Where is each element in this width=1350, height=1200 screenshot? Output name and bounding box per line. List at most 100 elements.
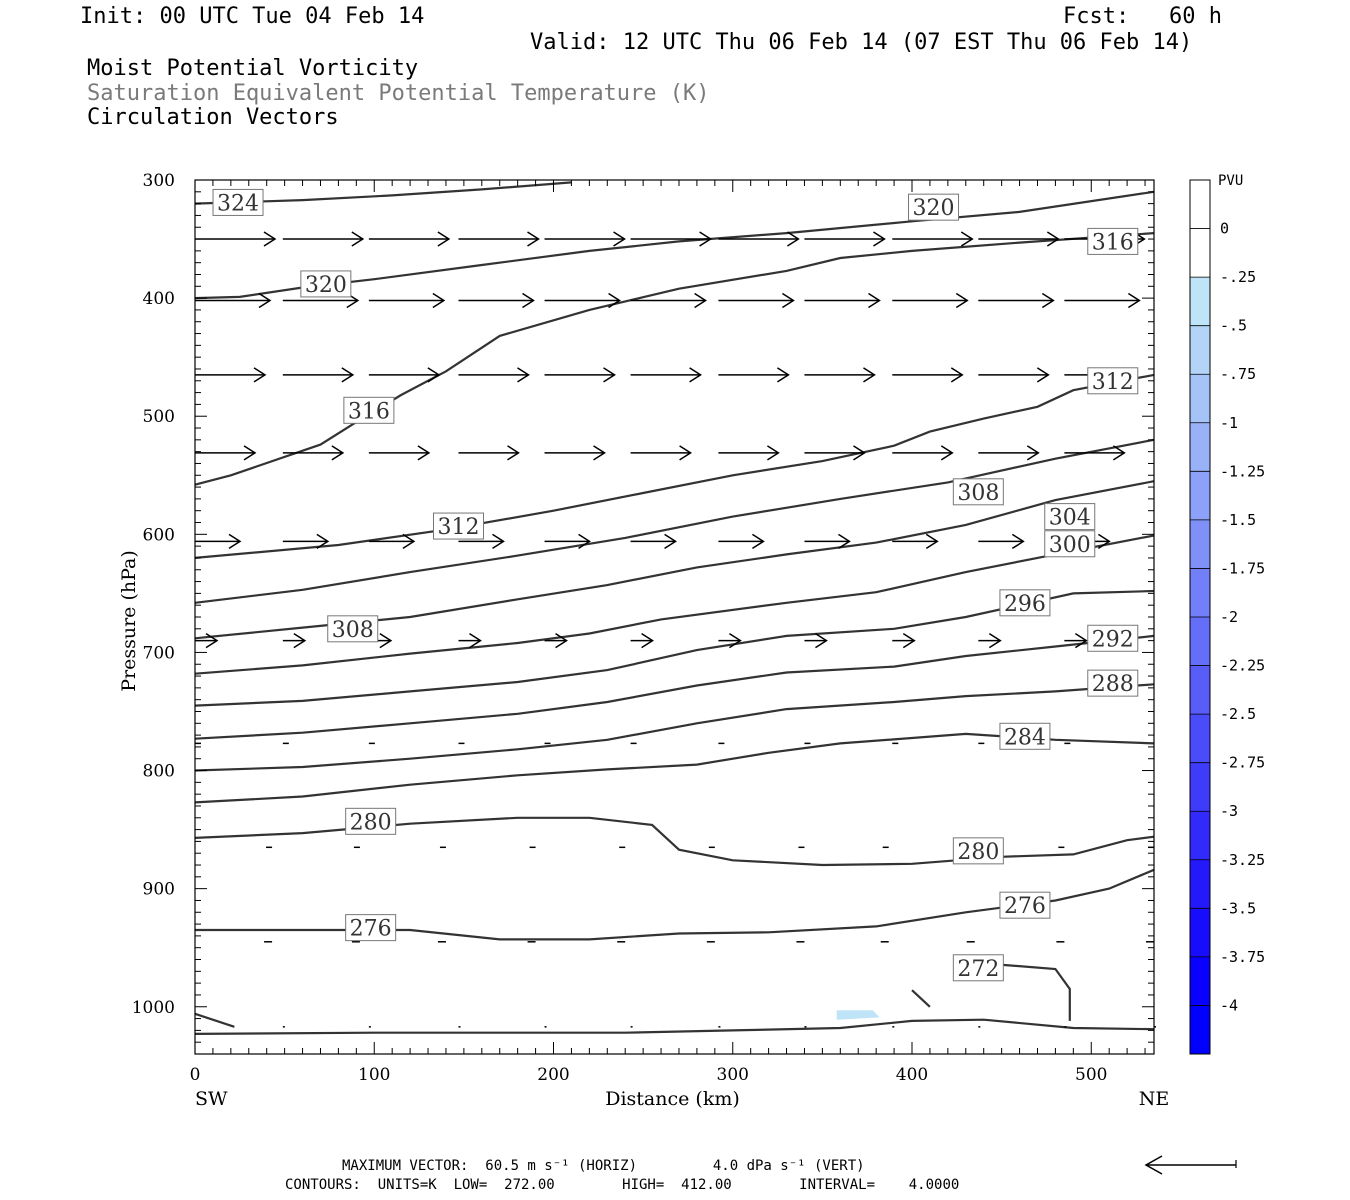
contour-label-box: [952, 478, 1004, 506]
contour-line: [194, 732, 1155, 804]
contour-line: [911, 989, 931, 1008]
vector-arrowhead: [263, 231, 277, 247]
contour-label-box: [300, 270, 352, 298]
colorbar-label: -1: [1220, 414, 1238, 432]
contour-label-box: [952, 837, 1004, 865]
y-tick-label: 400: [143, 289, 175, 309]
contour-line: [194, 1012, 235, 1028]
vector-arrowhead: [689, 367, 702, 383]
contour-label-box: [433, 512, 485, 540]
vector-arrowhead: [1026, 445, 1040, 461]
vector-arrowhead: [787, 231, 800, 247]
vector-arrowhead: [729, 632, 742, 649]
contour-label-box: [345, 807, 397, 835]
colorbar-swatch: [1190, 811, 1210, 860]
contour-line: [194, 232, 1155, 486]
contour-label-box: [212, 188, 264, 216]
contour-label: 288: [1092, 672, 1134, 697]
vector-arrowhead: [1011, 533, 1025, 550]
contour-label-box: [1087, 669, 1139, 697]
vector-arrowhead: [417, 445, 431, 461]
contour-label: 320: [305, 273, 347, 298]
vector-arrowhead: [955, 292, 969, 309]
contour-label-box: [952, 954, 1004, 982]
colorbar-swatch: [1190, 277, 1210, 326]
vector-arrowhead: [253, 367, 267, 383]
colorbar-swatch: [1190, 956, 1210, 1006]
vector-arrowhead: [694, 292, 707, 309]
vector-arrowhead: [402, 533, 416, 550]
vector-arrowhead: [1074, 632, 1088, 649]
colorbar-label: -3.75: [1220, 948, 1265, 966]
colorbar-label: 0: [1220, 220, 1229, 238]
colorbar-label: -4: [1220, 996, 1238, 1014]
vector-arrowhead: [782, 292, 795, 309]
colorbar-swatch: [1190, 617, 1210, 666]
colorbar-swatch: [1190, 180, 1210, 229]
colorbar-label: -2: [1220, 608, 1238, 626]
contour-line: [194, 534, 1155, 675]
contour-label: 304: [1049, 506, 1091, 531]
colorbar-swatch: [1190, 228, 1210, 278]
vector-arrowhead: [873, 231, 886, 247]
colorbar-label: -2.5: [1220, 705, 1256, 723]
vector-arrowhead: [960, 231, 974, 247]
vector-arrowhead: [379, 632, 393, 649]
vector-arrowhead: [699, 231, 712, 247]
contour-label: 308: [332, 618, 374, 643]
vector-arrowhead: [555, 632, 568, 649]
vector-arrowhead: [752, 533, 765, 550]
colorbar-label: -3.25: [1220, 851, 1265, 869]
contour-label-box: [1087, 227, 1139, 255]
colorbar-label: -2.75: [1220, 754, 1265, 772]
contour-label: 316: [348, 399, 390, 424]
colorbar-swatch: [1190, 422, 1210, 472]
colorbar-label: -2.25: [1220, 657, 1265, 675]
contour-label: 320: [913, 196, 955, 221]
vector-arrowhead: [293, 632, 307, 649]
contour-label-box: [908, 193, 960, 221]
colorbar-label: -3.5: [1220, 899, 1256, 917]
contour-label: 296: [1004, 592, 1046, 617]
vector-arrowhead: [578, 533, 591, 550]
vector-arrowhead: [613, 231, 626, 247]
colorbar-label: -.75: [1220, 365, 1256, 383]
vector-arrowhead: [522, 292, 535, 309]
vector-arrowhead: [243, 445, 257, 461]
contour-line: [194, 816, 1155, 867]
forecast-hour: Fcst: 60 h: [1063, 4, 1222, 29]
colorbar-swatch: [1190, 568, 1210, 617]
vector-arrowhead: [767, 445, 780, 461]
colorbar-label: -3: [1220, 802, 1238, 820]
contour-label-box: [327, 615, 379, 643]
vector-arrowhead: [1127, 292, 1141, 309]
vector-arrowhead: [641, 632, 654, 649]
vector-arrowhead: [868, 292, 881, 309]
x-tick-label: 100: [358, 1065, 390, 1085]
vector-arrowhead: [205, 632, 219, 649]
vector-arrowhead: [507, 445, 520, 461]
contour-line: [194, 634, 1155, 740]
vector-arrowhead: [1036, 367, 1050, 383]
valid-time: Valid: 12 UTC Thu 06 Feb 14 (07 EST Thu …: [530, 30, 1193, 55]
colorbar-swatch: [1190, 374, 1210, 423]
vector-arrowhead: [988, 632, 1002, 649]
init-time: Init: 00 UTC Tue 04 Feb 14: [80, 4, 425, 29]
contour-line: [194, 1018, 1155, 1035]
contour-label: 276: [350, 917, 392, 942]
x-tick-label: 300: [717, 1065, 749, 1085]
x-axis-label: Distance (km): [605, 1088, 740, 1110]
vector-arrowhead: [316, 533, 330, 550]
vector-arrowhead: [427, 367, 441, 383]
vector-arrowhead: [228, 533, 242, 550]
colorbar-label: -.25: [1220, 268, 1256, 286]
vector-arrowhead: [863, 367, 876, 383]
vector-arrowhead: [940, 445, 954, 461]
y-tick-label: 500: [143, 407, 175, 427]
vector-arrowhead: [432, 292, 446, 309]
y-tick-label: 1000: [132, 998, 175, 1018]
colorbar-swatch: [1190, 908, 1210, 957]
contour-line: [194, 373, 1155, 559]
vector-arrowhead: [1112, 445, 1126, 461]
vector-arrowhead: [603, 367, 616, 383]
